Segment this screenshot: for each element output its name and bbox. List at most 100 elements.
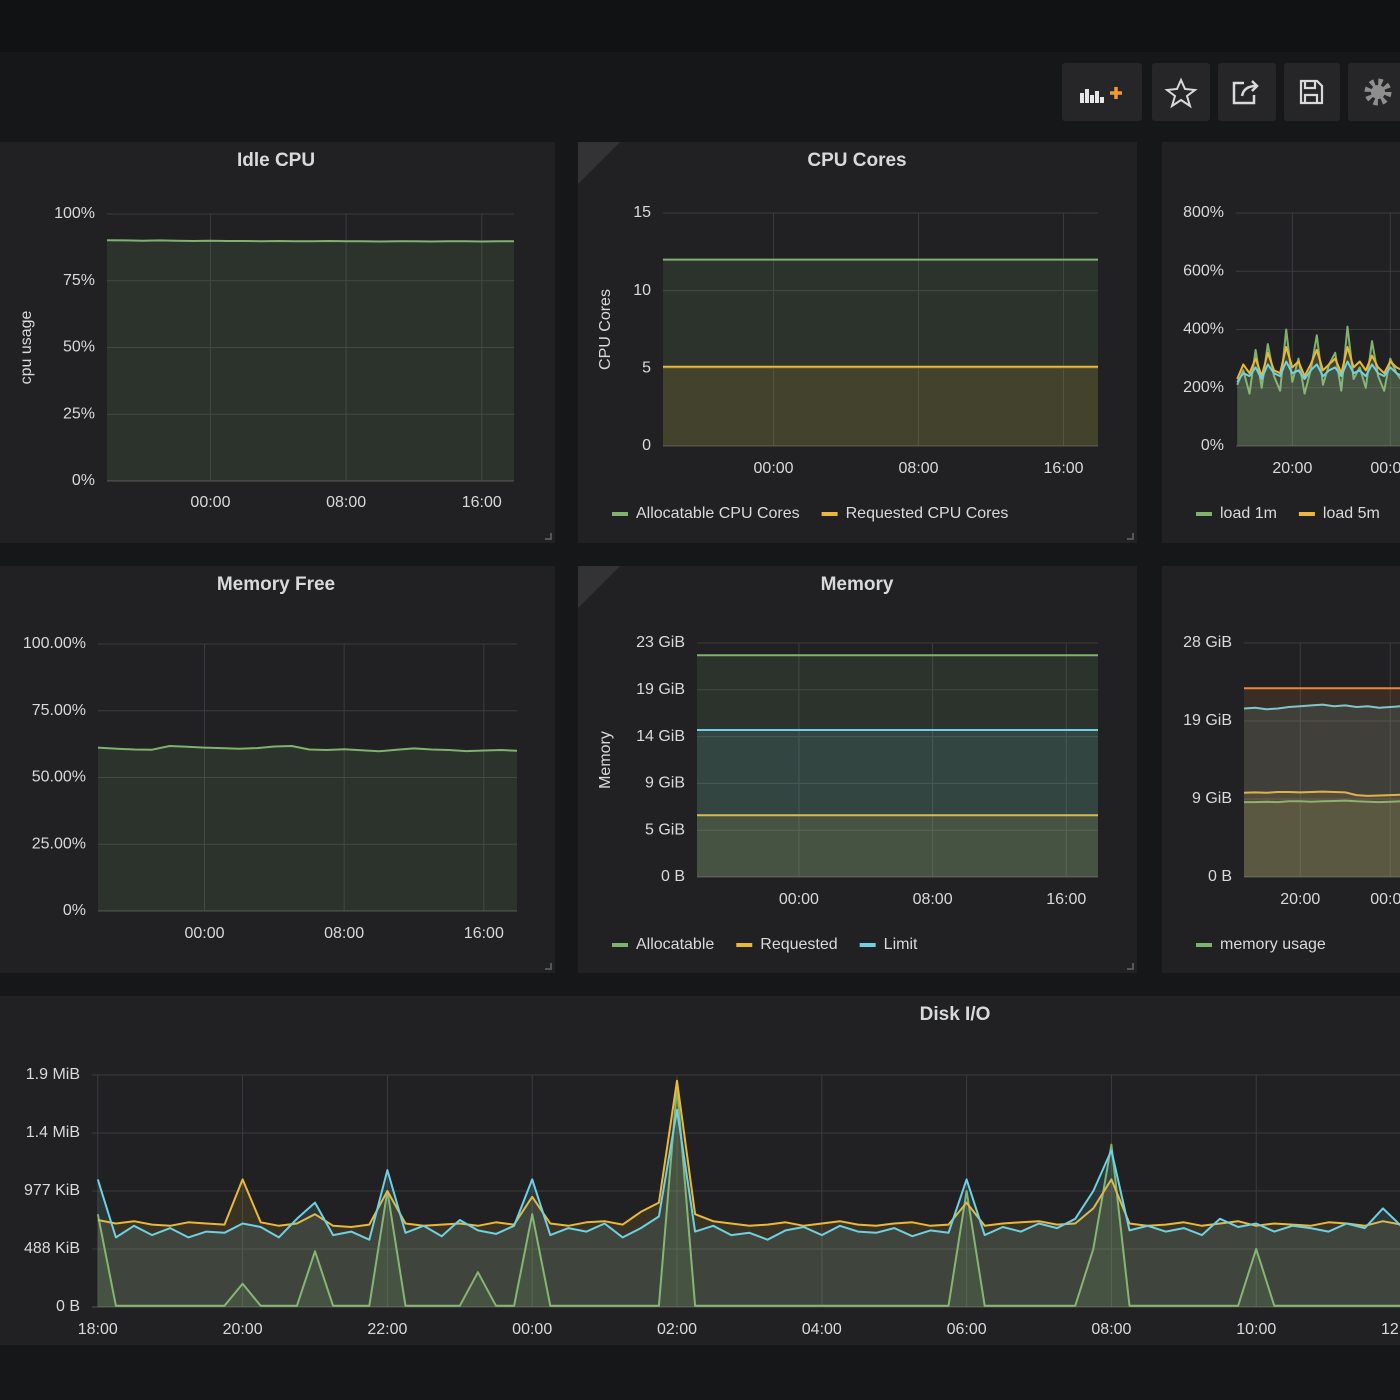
y-tick-label: 50% <box>63 339 95 356</box>
add-panel-plus <box>1110 87 1122 99</box>
x-tick-label: 08:00 <box>899 460 939 477</box>
x-tick-label: 16:00 <box>1046 891 1086 908</box>
series-area <box>663 366 1098 446</box>
y-tick-label: 0 B <box>661 868 685 885</box>
panel-title: Idle CPU <box>237 150 315 171</box>
legend-label: Allocatable CPU Cores <box>636 505 800 522</box>
x-tick-label: 16:00 <box>464 925 504 942</box>
add-panel-button[interactable] <box>1062 63 1142 121</box>
x-tick-label: 00:00 <box>1370 460 1400 477</box>
series-area <box>697 815 1098 877</box>
share-icon <box>1232 80 1259 105</box>
resize-handle <box>545 533 552 540</box>
x-tick-label: 16:00 <box>462 494 502 511</box>
y-tick-label: 0% <box>63 902 86 919</box>
legend-label: load 5m <box>1323 505 1380 522</box>
series-area <box>1237 326 1400 446</box>
y-tick-label: 5 GiB <box>645 821 685 838</box>
settings-icon <box>1364 78 1392 106</box>
y-tick-label: 75% <box>63 272 95 289</box>
add-panel-icon <box>1080 89 1104 103</box>
series-area <box>97 1109 1400 1307</box>
y-tick-label: 200% <box>1183 379 1224 396</box>
legend-label: memory usage <box>1220 936 1326 953</box>
x-tick-label: 06:00 <box>947 1321 987 1338</box>
series-area <box>1244 704 1400 877</box>
x-tick-label: 08:00 <box>324 925 364 942</box>
y-tick-label: 14 GiB <box>636 728 685 745</box>
series-area <box>1244 688 1400 877</box>
x-tick-label: 16:00 <box>1044 460 1084 477</box>
y-tick-label: 977 KiB <box>24 1182 80 1199</box>
series-area <box>97 1080 1400 1307</box>
y-tick-label: 25.00% <box>32 835 86 852</box>
x-tick-label: 00:00 <box>779 891 819 908</box>
panel-title: Disk I/O <box>920 1004 991 1025</box>
x-tick-label: 00:00 <box>512 1321 552 1338</box>
y-tick-label: 0% <box>72 472 95 489</box>
y-tick-label: 9 GiB <box>1192 790 1232 807</box>
y-tick-label: 28 GiB <box>1183 634 1232 651</box>
y-tick-label: 19 GiB <box>636 681 685 698</box>
series-area <box>1237 361 1400 446</box>
panel-title: Memory <box>821 574 894 595</box>
x-tick-label: 12:00 <box>1381 1321 1400 1338</box>
y-tick-label: 19 GiB <box>1183 712 1232 729</box>
share-button[interactable] <box>1218 63 1276 121</box>
panel: Memory Memory 0 B 5 GiB 9 GiB 14 GiB 19 GiB 23 … <box>578 566 1137 973</box>
y-axis-label: CPU Cores <box>597 289 614 370</box>
star-icon <box>1164 77 1198 109</box>
series-area <box>1244 791 1400 877</box>
resize-handle <box>545 963 552 970</box>
toolbar <box>1062 63 1400 121</box>
legend-label: Allocatable <box>636 936 714 953</box>
panel: CPU Cores CPU Cores 0 5 10 15 00:00 08:00 16:00 A… <box>578 142 1137 543</box>
panel: 0% 200% 400% 600% 800% 20:00 00:00 load 1m load … <box>1162 142 1400 543</box>
series-line <box>106 239 514 243</box>
save-icon <box>1299 79 1324 105</box>
series-area <box>1237 347 1400 446</box>
info-corner <box>578 142 620 184</box>
x-tick-label: 08:00 <box>913 891 953 908</box>
y-tick-label: 488 KiB <box>24 1240 80 1257</box>
x-tick-label: 22:00 <box>367 1321 407 1338</box>
panel: 0 B 9 GiB 19 GiB 28 GiB 20:00 00:00 memory usa… <box>1162 566 1400 973</box>
x-tick-label: 20:00 <box>223 1321 263 1338</box>
legend-label: Requested <box>760 936 837 953</box>
y-tick-label: 10 <box>633 282 651 299</box>
series-area <box>663 259 1098 446</box>
series-line <box>97 745 518 753</box>
series-area <box>697 730 1098 877</box>
panel-background <box>0 996 1400 1345</box>
y-tick-label: 9 GiB <box>645 775 685 792</box>
y-tick-label: 0 <box>642 437 651 454</box>
x-tick-label: 00:00 <box>190 494 230 511</box>
series-line <box>97 1079 1400 1228</box>
series-line <box>1236 360 1400 383</box>
settings-icon-core <box>1371 85 1385 99</box>
series-line <box>1236 346 1400 380</box>
y-tick-label: 600% <box>1183 262 1224 279</box>
save-button[interactable] <box>1284 63 1340 121</box>
y-tick-label: 25% <box>63 405 95 422</box>
series-line <box>1243 790 1400 797</box>
series-line <box>96 1108 1400 1241</box>
star-button[interactable] <box>1152 63 1210 121</box>
panel-title: CPU Cores <box>807 150 906 171</box>
legend-label: Requested CPU Cores <box>846 505 1009 522</box>
y-tick-label: 0 B <box>1208 868 1232 885</box>
y-tick-label: 23 GiB <box>636 634 685 651</box>
y-tick-label: 50.00% <box>32 769 86 786</box>
x-tick-label: 10:00 <box>1236 1321 1276 1338</box>
x-tick-label: 18:00 <box>78 1321 118 1338</box>
x-tick-label: 08:00 <box>326 494 366 511</box>
x-tick-label: 04:00 <box>802 1321 842 1338</box>
y-tick-label: 800% <box>1183 204 1224 221</box>
x-tick-label: 08:00 <box>1091 1321 1131 1338</box>
panel-background <box>1162 566 1400 973</box>
series-line <box>1243 703 1400 711</box>
series-area <box>1244 800 1400 877</box>
resize-handle <box>1127 533 1134 540</box>
y-tick-label: 1.9 MiB <box>26 1066 80 1083</box>
